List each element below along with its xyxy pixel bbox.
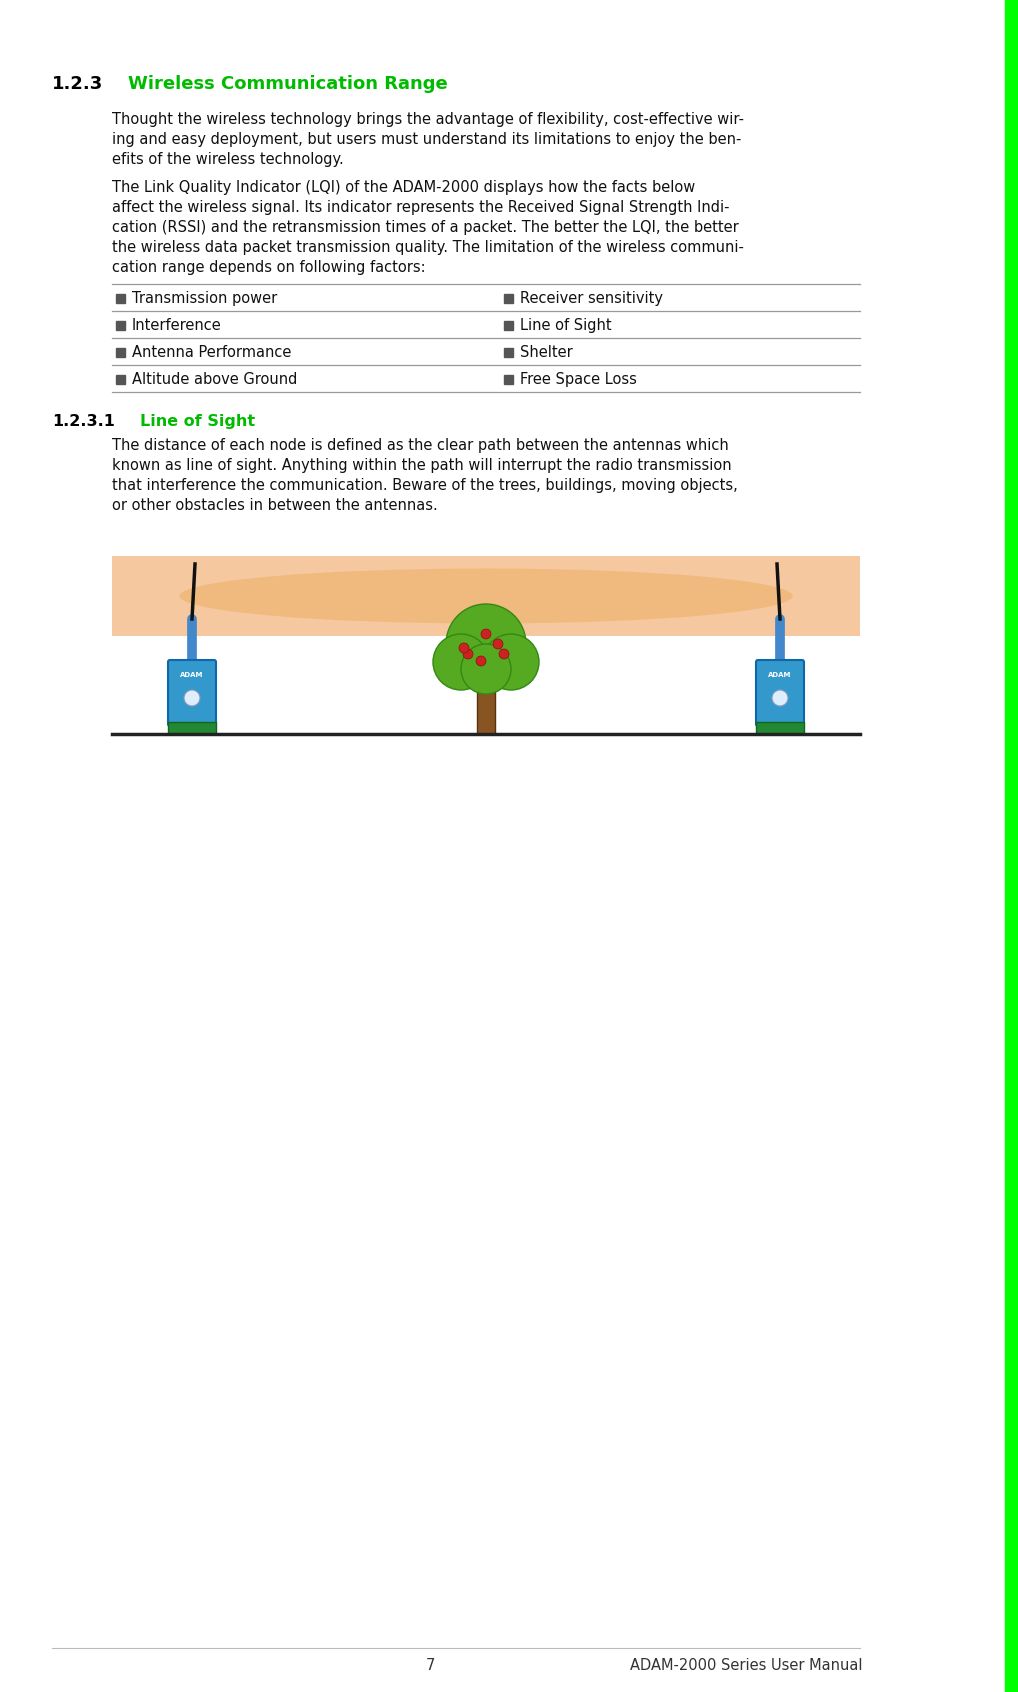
Text: Antenna Performance: Antenna Performance (132, 345, 291, 360)
Circle shape (480, 629, 491, 640)
Text: Line of Sight: Line of Sight (520, 318, 612, 333)
Text: Altitude above Ground: Altitude above Ground (132, 372, 297, 387)
Bar (1005, 0, 1018, 1692)
Bar (112, 557, 860, 636)
Bar (504, 349, 513, 357)
FancyBboxPatch shape (168, 660, 216, 726)
Text: Free Space Loss: Free Space Loss (520, 372, 637, 387)
Text: ADAM: ADAM (180, 672, 204, 678)
Bar (116, 294, 125, 303)
Text: or other obstacles in between the antennas.: or other obstacles in between the antenn… (112, 497, 438, 513)
Text: known as line of sight. Anything within the path will interrupt the radio transm: known as line of sight. Anything within … (112, 459, 732, 474)
Bar (756, 722, 804, 734)
Text: ing and easy deployment, but users must understand its limitations to enjoy the : ing and easy deployment, but users must … (112, 132, 741, 147)
Text: ADAM-2000 Series User Manual: ADAM-2000 Series User Manual (630, 1658, 862, 1673)
Text: 7: 7 (426, 1658, 435, 1673)
Circle shape (459, 643, 469, 653)
Text: 1.2.3.1: 1.2.3.1 (52, 415, 115, 430)
Bar (504, 294, 513, 303)
Text: Interference: Interference (132, 318, 222, 333)
Bar (116, 321, 125, 330)
Circle shape (433, 634, 489, 690)
Bar (477, 689, 495, 734)
Text: cation range depends on following factors:: cation range depends on following factor… (112, 261, 426, 276)
Text: affect the wireless signal. Its indicator represents the Received Signal Strengt: affect the wireless signal. Its indicato… (112, 200, 730, 215)
Circle shape (499, 650, 509, 658)
Text: that interference the communication. Beware of the trees, buildings, moving obje: that interference the communication. Bew… (112, 479, 738, 492)
Bar (504, 376, 513, 384)
Text: Shelter: Shelter (520, 345, 573, 360)
Text: Wireless Communication Range: Wireless Communication Range (128, 74, 448, 93)
Circle shape (493, 640, 503, 650)
Text: Line of Sight: Line of Sight (140, 415, 256, 430)
Bar (116, 349, 125, 357)
Circle shape (476, 656, 486, 667)
Bar (168, 722, 216, 734)
Bar (116, 376, 125, 384)
Bar (504, 321, 513, 330)
Circle shape (772, 690, 788, 706)
Text: efits of the wireless technology.: efits of the wireless technology. (112, 152, 344, 168)
Circle shape (483, 634, 539, 690)
Text: the wireless data packet transmission quality. The limitation of the wireless co: the wireless data packet transmission qu… (112, 240, 744, 255)
Text: Transmission power: Transmission power (132, 291, 277, 306)
Text: The distance of each node is defined as the clear path between the antennas whic: The distance of each node is defined as … (112, 438, 729, 453)
Text: Thought the wireless technology brings the advantage of flexibility, cost-effect: Thought the wireless technology brings t… (112, 112, 744, 127)
Text: cation (RSSI) and the retransmission times of a packet. The better the LQI, the : cation (RSSI) and the retransmission tim… (112, 220, 739, 235)
Circle shape (184, 690, 200, 706)
Text: ADAM: ADAM (769, 672, 792, 678)
Circle shape (446, 604, 526, 684)
FancyBboxPatch shape (756, 660, 804, 726)
Text: Receiver sensitivity: Receiver sensitivity (520, 291, 663, 306)
Circle shape (461, 645, 511, 694)
Text: The Link Quality Indicator (LQI) of the ADAM-2000 displays how the facts below: The Link Quality Indicator (LQI) of the … (112, 179, 695, 195)
Ellipse shape (179, 569, 793, 623)
Text: 1.2.3: 1.2.3 (52, 74, 103, 93)
Circle shape (463, 650, 473, 658)
